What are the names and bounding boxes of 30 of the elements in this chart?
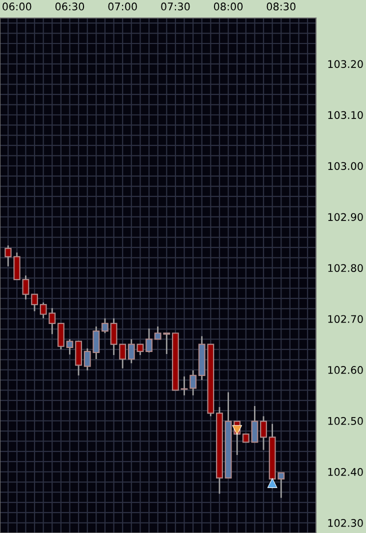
candlestick [31,294,38,312]
candlestick [190,370,197,396]
candlestick [75,340,82,376]
candlestick [260,416,267,451]
x-tick-label: 08:00 [214,2,243,10]
candlestick [66,338,74,356]
y-tick-label: 103.20 [328,60,363,68]
x-tick-label: 08:30 [266,2,296,10]
x-tick-label: 07:30 [161,2,190,10]
candlestick [136,344,144,356]
y-tick-label: 102.40 [328,468,363,476]
x-tick-label: 07:00 [108,2,137,10]
y-tick-label: 103.10 [328,111,363,119]
candlestick [180,376,188,396]
y-tick-label: 102.70 [328,315,363,323]
candlestick [146,328,152,354]
x-tick-label: 06:00 [2,2,32,10]
y-tick-label: 102.80 [328,264,363,272]
candlestick [128,338,135,364]
candlestick [22,274,30,300]
y-tick-label: 102.30 [328,519,363,527]
y-tick-label: 103.00 [328,162,363,170]
candlestick [102,318,108,334]
y-tick-label: 102.90 [328,213,363,221]
y-tick-label: 102.50 [328,417,363,425]
x-tick-label: 06:30 [55,2,84,10]
y-tick-label: 102.60 [328,366,363,374]
candlestick [13,252,20,280]
candlestick [4,244,12,268]
candlestick [57,322,64,350]
